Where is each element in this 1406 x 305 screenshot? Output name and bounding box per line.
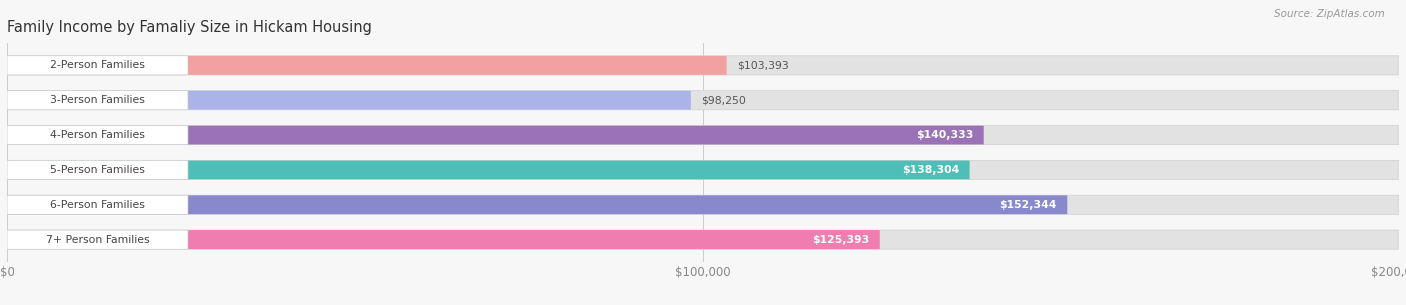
FancyBboxPatch shape	[7, 160, 188, 180]
FancyBboxPatch shape	[7, 195, 1399, 214]
FancyBboxPatch shape	[7, 56, 727, 75]
Text: $125,393: $125,393	[813, 235, 869, 245]
FancyBboxPatch shape	[7, 56, 1399, 75]
FancyBboxPatch shape	[7, 195, 1067, 214]
Text: 7+ Person Families: 7+ Person Families	[45, 235, 149, 245]
Text: 4-Person Families: 4-Person Families	[51, 130, 145, 140]
Text: 6-Person Families: 6-Person Families	[51, 200, 145, 210]
Text: Family Income by Famaliy Size in Hickam Housing: Family Income by Famaliy Size in Hickam …	[7, 20, 373, 34]
Text: 3-Person Families: 3-Person Families	[51, 95, 145, 105]
Text: $138,304: $138,304	[901, 165, 959, 175]
Text: $152,344: $152,344	[1000, 200, 1057, 210]
FancyBboxPatch shape	[7, 125, 984, 145]
FancyBboxPatch shape	[7, 230, 880, 249]
FancyBboxPatch shape	[7, 195, 188, 214]
FancyBboxPatch shape	[7, 125, 188, 145]
FancyBboxPatch shape	[7, 56, 188, 75]
Text: $103,393: $103,393	[737, 60, 789, 70]
FancyBboxPatch shape	[7, 91, 690, 110]
Text: $98,250: $98,250	[702, 95, 747, 105]
FancyBboxPatch shape	[7, 91, 188, 110]
FancyBboxPatch shape	[7, 230, 1399, 249]
Text: $140,333: $140,333	[915, 130, 973, 140]
FancyBboxPatch shape	[7, 160, 970, 180]
FancyBboxPatch shape	[7, 91, 1399, 110]
FancyBboxPatch shape	[7, 125, 1399, 145]
Text: 5-Person Families: 5-Person Families	[51, 165, 145, 175]
FancyBboxPatch shape	[7, 160, 1399, 180]
Text: Source: ZipAtlas.com: Source: ZipAtlas.com	[1274, 9, 1385, 19]
FancyBboxPatch shape	[7, 230, 188, 249]
Text: 2-Person Families: 2-Person Families	[51, 60, 145, 70]
